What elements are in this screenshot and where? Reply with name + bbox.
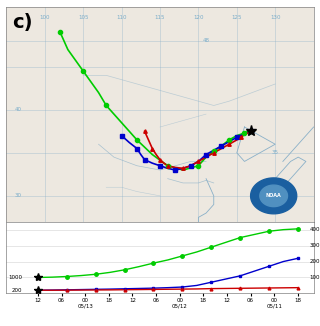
Text: c): c) [12,13,33,32]
Text: 1000: 1000 [8,275,22,280]
Text: 105: 105 [78,15,88,20]
Text: 05/11: 05/11 [266,304,282,309]
Text: 2000: 2000 [310,259,320,264]
Text: 05/13: 05/13 [77,304,93,309]
Text: 200: 200 [12,288,22,293]
Text: 35: 35 [272,150,279,155]
Text: 125: 125 [232,15,242,20]
Text: 05/12: 05/12 [172,304,188,309]
Text: 130: 130 [270,15,280,20]
Text: 115: 115 [155,15,165,20]
Text: 110: 110 [116,15,127,20]
Text: 4000: 4000 [310,227,320,232]
Text: 30: 30 [14,193,21,198]
Text: 48: 48 [203,38,210,43]
Text: 120: 120 [193,15,204,20]
Text: 3000: 3000 [310,243,320,248]
Text: 100: 100 [40,15,50,20]
Text: 40: 40 [14,107,21,112]
Text: 1000: 1000 [310,275,320,280]
